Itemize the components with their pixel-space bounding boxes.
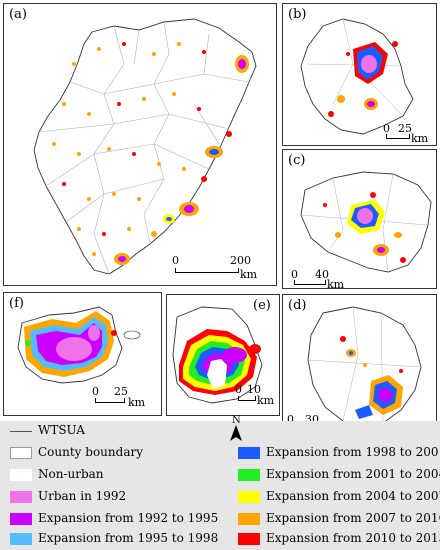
scale-value: 25	[114, 385, 128, 398]
province-map	[33, 18, 257, 275]
legend-label: Expansion from 1998 to 2001	[266, 445, 440, 459]
city-map-b	[300, 18, 414, 135]
legend-label: Expansion from 1992 to 1995	[38, 511, 219, 525]
scale-unit: km	[128, 396, 146, 409]
legend-label: Expansion from 2007 to 2010	[266, 511, 440, 525]
legend-label: Expansion from 2010 to 2013	[266, 531, 440, 545]
urban-expansion-patches	[323, 192, 406, 263]
scale-zero: 0	[235, 383, 242, 396]
scale-unit: km	[327, 278, 345, 289]
scale-value: 10	[247, 383, 261, 396]
panel-label: (e)	[253, 298, 271, 313]
urban-expansion-patches	[24, 311, 141, 377]
scale-line	[238, 396, 256, 401]
panel-label: (f)	[9, 296, 24, 311]
city-map-d	[307, 306, 422, 428]
legend: WTSUA County boundary Non-urban Urban in…	[0, 421, 440, 550]
county-boundaries	[38, 21, 250, 275]
urban-expansion-patches	[328, 41, 398, 117]
fill-swatch	[10, 533, 32, 545]
urban-expansion-patches	[52, 42, 249, 265]
panel-label: (d)	[288, 298, 307, 313]
map-panel-b: (b) 0 25 km	[282, 3, 437, 146]
legend-label: Expansion from 2001 to 2004	[266, 467, 440, 481]
legend-label: Non-urban	[38, 467, 104, 481]
scale-unit: km	[240, 268, 258, 281]
scale-bar-f: 0 25 km	[92, 385, 156, 413]
map-panel-f: (f) 0 25 km	[3, 292, 162, 416]
map-panel-c: (c) 0 40 km	[282, 149, 437, 289]
scale-bar-c: 0 40 km	[291, 268, 347, 289]
scale-value: 200	[230, 254, 251, 267]
fill-swatch	[10, 491, 32, 503]
outline-swatch	[10, 447, 32, 459]
scale-zero: 0	[287, 413, 294, 426]
scale-line	[294, 280, 326, 285]
map-panel-d: (d) 0 30 km	[282, 294, 437, 437]
fill-swatch	[238, 513, 260, 525]
fill-swatch	[238, 469, 260, 481]
scale-bar-a: 0 200 km	[172, 254, 262, 284]
legend-label: Expansion from 1995 to 1998	[38, 531, 219, 545]
line-swatch	[10, 431, 32, 432]
panel-label: (c)	[288, 153, 306, 168]
fill-swatch	[10, 469, 32, 481]
fill-swatch	[238, 491, 260, 503]
scale-zero: 0	[92, 385, 99, 398]
scale-zero: 0	[172, 254, 179, 267]
map-panel-a: (a)	[3, 3, 277, 286]
scale-zero: 0	[291, 268, 298, 281]
city-map-f	[17, 306, 141, 384]
fill-swatch	[238, 533, 260, 545]
scale-bar-b: 0 25 km	[383, 122, 435, 145]
fill-swatch	[10, 513, 32, 525]
urban-expansion-patches	[340, 336, 403, 419]
scale-zero: 0	[383, 122, 390, 135]
legend-label: Expansion from 2004 to 2007	[266, 489, 440, 503]
north-arrow: N	[228, 415, 244, 443]
province-outline	[33, 18, 257, 275]
north-arrow-icon	[230, 425, 242, 441]
scale-value: 40	[315, 268, 329, 281]
map-panel-e: (e) 0 10 km	[166, 294, 280, 416]
urban-expansion-patches	[179, 329, 261, 395]
legend-label: Urban in 1992	[38, 489, 127, 503]
scale-line	[95, 398, 125, 403]
legend-label: County boundary	[38, 445, 143, 459]
scale-unit: km	[257, 394, 275, 407]
scale-line	[175, 268, 239, 273]
panel-label: (a)	[9, 7, 27, 22]
scale-unit: km	[411, 132, 429, 145]
legend-label: WTSUA	[38, 423, 85, 437]
fill-swatch	[238, 447, 260, 459]
city-map-c	[300, 171, 432, 273]
city-map-e	[172, 306, 263, 404]
north-label: N	[232, 415, 241, 426]
scale-value: 25	[398, 122, 412, 135]
scale-line	[386, 134, 410, 139]
scale-bar-e: 0 10 km	[235, 383, 279, 413]
panel-label: (b)	[288, 7, 307, 22]
